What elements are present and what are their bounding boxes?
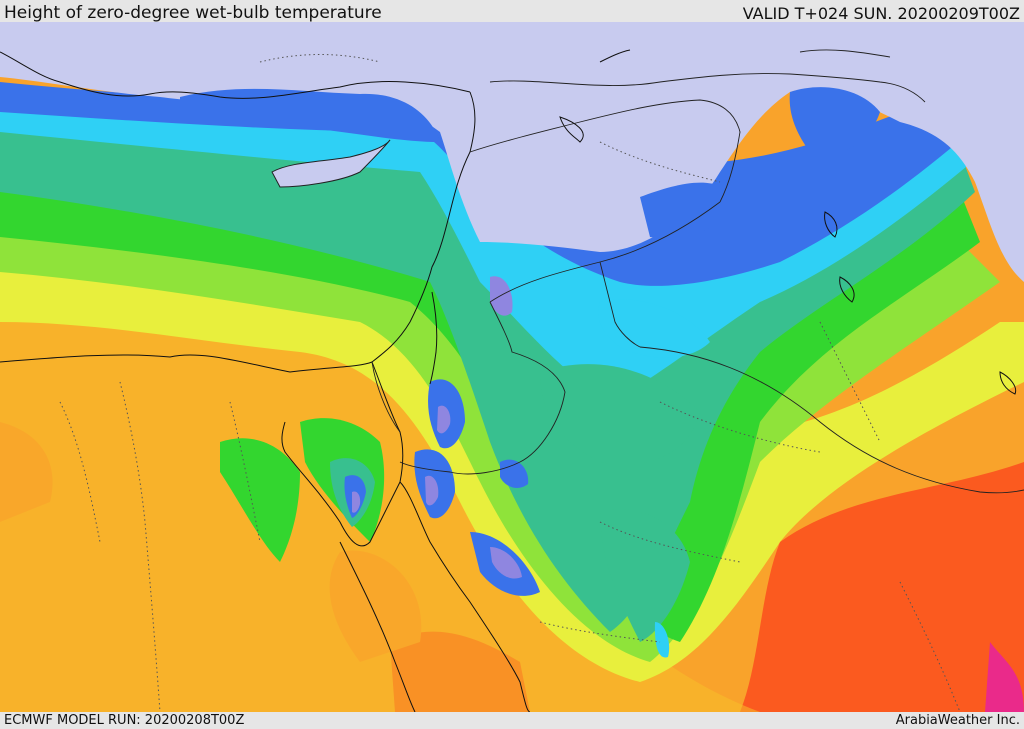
teal-patch-central-arabia xyxy=(540,364,700,465)
model-run-label: ECMWF MODEL RUN: 20200208T00Z xyxy=(4,713,245,728)
magenta-field xyxy=(985,642,1024,712)
weather-map xyxy=(0,22,1024,712)
valid-time: VALID T+024 SUN. 20200209T00Z xyxy=(742,4,1020,23)
light-blue-band xyxy=(0,102,972,402)
violet-patch-amman xyxy=(490,276,513,316)
credit-label: ArabiaWeather Inc. xyxy=(895,713,1020,728)
country-borders xyxy=(371,49,1024,494)
blue-patch-iraq xyxy=(640,182,740,239)
violet-patch-jordan xyxy=(437,405,451,434)
light-blue-patch-nafud xyxy=(598,299,710,358)
blue-patch-iran xyxy=(789,87,880,155)
red-orange-field-se xyxy=(740,462,1024,712)
coastlines xyxy=(0,49,1017,712)
violet-patch-tabuk xyxy=(425,475,439,506)
light-blue-patch-asir xyxy=(654,622,670,658)
cyprus-island xyxy=(271,139,391,188)
green-patch-egypt-east xyxy=(220,438,300,562)
map-canvas xyxy=(0,22,1024,712)
teal-patch-asir xyxy=(600,509,690,642)
province-borders xyxy=(59,54,961,712)
map-title: Height of zero-degree wet-bulb temperatu… xyxy=(4,3,382,23)
violet-patch-hijaz xyxy=(490,547,522,579)
lavender-field-north xyxy=(0,22,1024,282)
footer-bar: ECMWF MODEL RUN: 20200208T00Z ArabiaWeat… xyxy=(0,712,1024,729)
blue-patch-turkey-coast xyxy=(180,88,440,142)
violet-patch-sinai xyxy=(352,491,361,513)
header-bar: Height of zero-degree wet-bulb temperatu… xyxy=(0,0,1024,23)
blue-patch-north-hijaz xyxy=(500,459,529,488)
